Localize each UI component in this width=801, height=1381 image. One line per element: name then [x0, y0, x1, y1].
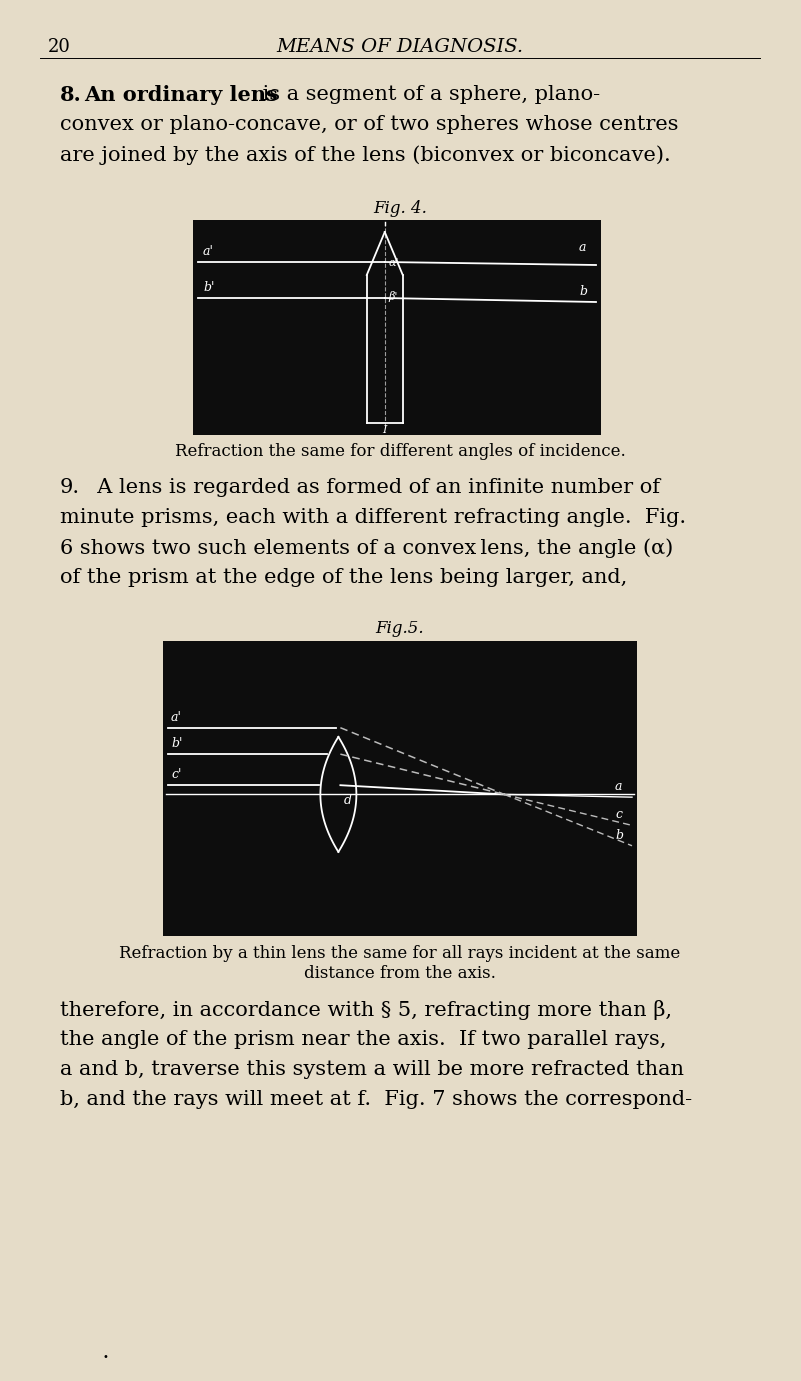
- Text: a and b, traverse this system a will be more refracted than: a and b, traverse this system a will be …: [60, 1061, 684, 1079]
- Text: 9.: 9.: [60, 478, 80, 497]
- Text: b: b: [615, 829, 623, 842]
- Text: b': b': [171, 737, 183, 750]
- Text: 6 shows two such elements of a convex lens, the angle (α): 6 shows two such elements of a convex le…: [60, 539, 674, 558]
- Text: Refraction by a thin lens the same for all rays incident at the same: Refraction by a thin lens the same for a…: [119, 945, 681, 963]
- Text: An ordinary lens: An ordinary lens: [84, 86, 278, 105]
- Text: c': c': [171, 768, 181, 782]
- Text: d: d: [344, 794, 352, 808]
- Bar: [163, 641, 637, 936]
- Text: c: c: [615, 808, 622, 822]
- Text: Fig.5.: Fig.5.: [376, 620, 425, 637]
- Text: b': b': [203, 280, 215, 294]
- Bar: [193, 220, 601, 435]
- Text: distance from the axis.: distance from the axis.: [304, 965, 496, 982]
- Text: a': a': [171, 711, 182, 724]
- Text: Refraction the same for different angles of incidence.: Refraction the same for different angles…: [175, 443, 626, 460]
- Text: of the prism at the edge of the lens being larger, and,: of the prism at the edge of the lens bei…: [60, 568, 627, 587]
- Text: convex or plano-concave, or of two spheres whose centres: convex or plano-concave, or of two spher…: [60, 115, 678, 134]
- Text: Fig. 4.: Fig. 4.: [373, 200, 427, 217]
- Text: α': α': [388, 258, 399, 268]
- Text: β': β': [388, 291, 398, 302]
- Text: MEANS OF DIAGNOSIS.: MEANS OF DIAGNOSIS.: [276, 39, 524, 57]
- Text: a: a: [615, 780, 622, 793]
- Text: 20: 20: [48, 39, 70, 57]
- Text: A lens is regarded as formed of an infinite number of: A lens is regarded as formed of an infin…: [84, 478, 660, 497]
- Text: are joined by the axis of the lens (biconvex or biconcave).: are joined by the axis of the lens (bico…: [60, 145, 670, 164]
- Text: therefore, in accordance with § 5, refracting more than β,: therefore, in accordance with § 5, refra…: [60, 1000, 672, 1021]
- Text: a': a': [203, 244, 214, 258]
- Text: I: I: [382, 425, 386, 435]
- Text: a: a: [579, 242, 586, 254]
- Text: b, and the rays will meet at f.  Fig. 7 shows the correspond-: b, and the rays will meet at f. Fig. 7 s…: [60, 1090, 692, 1109]
- Text: •: •: [102, 1352, 108, 1362]
- Text: the angle of the prism near the axis.  If two parallel rays,: the angle of the prism near the axis. If…: [60, 1030, 666, 1050]
- Text: minute prisms, each with a different refracting angle.  Fig.: minute prisms, each with a different ref…: [60, 508, 686, 528]
- Text: 8.: 8.: [60, 86, 82, 105]
- Text: is a segment of a sphere, plano-: is a segment of a sphere, plano-: [256, 86, 600, 104]
- Text: b: b: [579, 284, 587, 298]
